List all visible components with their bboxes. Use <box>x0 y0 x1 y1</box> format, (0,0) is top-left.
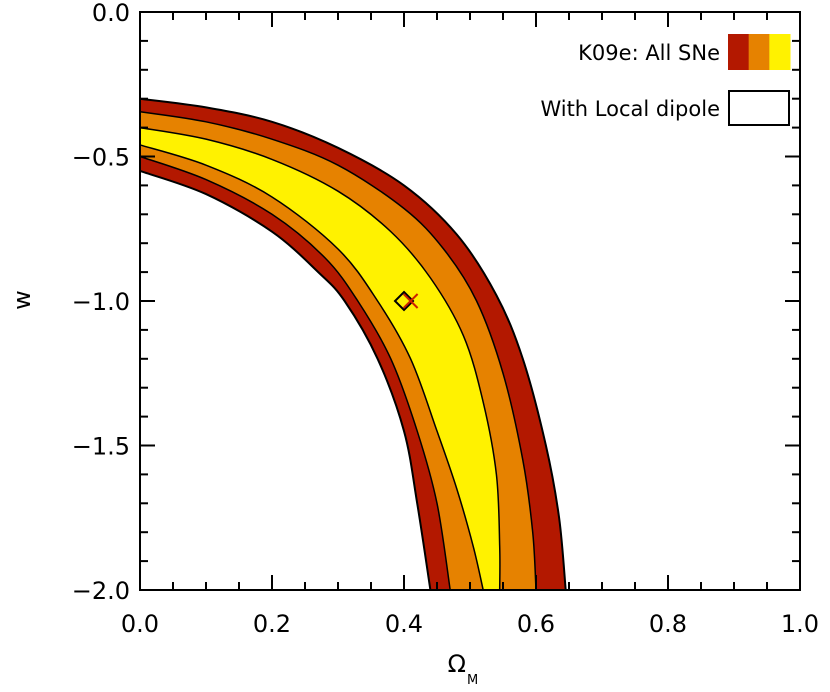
legend-label-all-sne: K09e: All SNe <box>578 41 720 65</box>
marker-x <box>402 293 419 309</box>
best-fit-markers <box>393 290 419 312</box>
legend: K09e: All SNe With Local dipole <box>540 34 791 126</box>
contour-line-2-sigma-upper <box>139 110 537 591</box>
x-tick-label: 0.2 <box>253 610 291 638</box>
contour-line-2-sigma-lower <box>139 155 451 591</box>
region-2-sigma <box>140 111 536 590</box>
contour-line-1-sigma-upper <box>139 126 501 591</box>
legend-swatch-all-sne <box>769 34 791 70</box>
marker-diamond <box>393 290 415 312</box>
y-tick-label: −1.0 <box>72 288 130 316</box>
legend-swatch-local-dipole <box>728 90 790 126</box>
y-tick-label: −2.0 <box>72 577 130 605</box>
x-tick-label: 1.0 <box>781 610 819 638</box>
x-tick-label: 0.8 <box>649 610 687 638</box>
axes: 0.0 0.2 0.4 0.6 0.8 1.0 0.0 −0.5 −1.0 −1.5 −2.0 <box>72 0 819 638</box>
x-tick-label: 0.4 <box>385 610 423 638</box>
confidence-regions <box>139 97 567 591</box>
contour-line-3-sigma-lower <box>139 170 432 591</box>
legend-swatch-all-sne <box>728 34 750 70</box>
region-1-sigma <box>140 127 500 590</box>
x-tick-label: 0.0 <box>121 610 159 638</box>
y-tick-label: −0.5 <box>72 144 130 172</box>
y-tick-label: −1.5 <box>72 433 130 461</box>
x-axis-label-subscript: M <box>467 673 478 688</box>
y-axis-label: w <box>8 290 36 310</box>
x-axis-label: Ω <box>448 650 466 678</box>
legend-label-local-dipole: With Local dipole <box>540 97 720 121</box>
legend-swatch-all-sne <box>748 34 770 70</box>
contour-line-1-sigma-lower <box>139 144 484 591</box>
y-tick-label: 0.0 <box>92 0 130 27</box>
contour-line-3-sigma-upper <box>139 97 567 591</box>
x-tick-label: 0.6 <box>517 610 555 638</box>
